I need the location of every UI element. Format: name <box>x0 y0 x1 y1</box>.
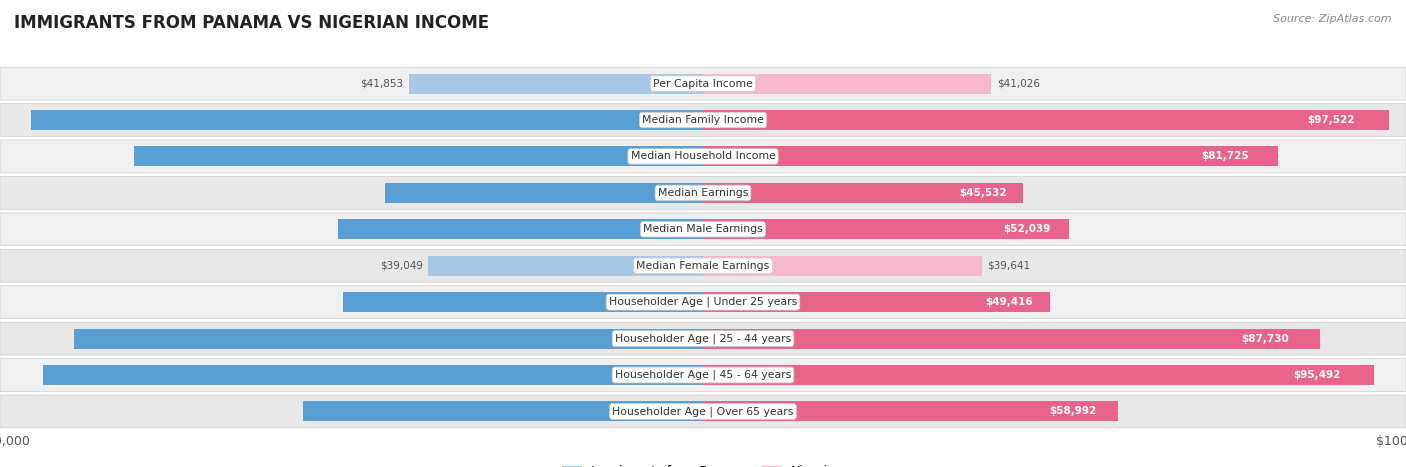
Text: $41,026: $41,026 <box>997 78 1040 89</box>
Text: $81,725: $81,725 <box>1201 151 1249 162</box>
FancyBboxPatch shape <box>0 213 1406 246</box>
Text: $95,647: $95,647 <box>669 115 717 125</box>
Bar <box>75 329 703 348</box>
Text: $45,532: $45,532 <box>959 188 1007 198</box>
Text: $56,944: $56,944 <box>683 406 731 417</box>
Text: Householder Age | 25 - 44 years: Householder Age | 25 - 44 years <box>614 333 792 344</box>
Text: Median Family Income: Median Family Income <box>643 115 763 125</box>
Text: Median Female Earnings: Median Female Earnings <box>637 261 769 271</box>
Bar <box>703 256 981 276</box>
Text: $95,492: $95,492 <box>1294 370 1341 380</box>
Bar <box>703 183 1024 203</box>
Text: Householder Age | 45 - 64 years: Householder Age | 45 - 64 years <box>614 370 792 380</box>
Bar <box>703 110 1389 130</box>
Text: $45,198: $45,198 <box>688 188 734 198</box>
FancyBboxPatch shape <box>0 140 1406 173</box>
Text: Householder Age | Over 65 years: Householder Age | Over 65 years <box>612 406 794 417</box>
Bar <box>343 292 703 312</box>
Text: Median Household Income: Median Household Income <box>630 151 776 162</box>
Bar <box>429 256 703 276</box>
FancyBboxPatch shape <box>0 67 1406 100</box>
Text: $41,853: $41,853 <box>360 78 404 89</box>
Text: $51,962: $51,962 <box>685 224 733 234</box>
Bar <box>302 402 703 421</box>
Text: $93,815: $93,815 <box>671 370 717 380</box>
Text: $39,049: $39,049 <box>380 261 423 271</box>
Bar <box>385 183 703 203</box>
Bar <box>31 110 703 130</box>
FancyBboxPatch shape <box>0 322 1406 355</box>
Text: Median Male Earnings: Median Male Earnings <box>643 224 763 234</box>
Bar <box>703 292 1050 312</box>
Bar <box>703 365 1374 385</box>
Text: Source: ZipAtlas.com: Source: ZipAtlas.com <box>1274 14 1392 24</box>
FancyBboxPatch shape <box>0 359 1406 391</box>
Text: IMMIGRANTS FROM PANAMA VS NIGERIAN INCOME: IMMIGRANTS FROM PANAMA VS NIGERIAN INCOM… <box>14 14 489 32</box>
Bar <box>135 147 703 166</box>
Text: $80,873: $80,873 <box>675 151 723 162</box>
FancyBboxPatch shape <box>0 177 1406 209</box>
FancyBboxPatch shape <box>0 249 1406 282</box>
Text: $97,522: $97,522 <box>1306 115 1354 125</box>
Bar <box>703 219 1069 239</box>
Bar <box>703 147 1278 166</box>
Bar <box>703 402 1118 421</box>
Text: $39,641: $39,641 <box>987 261 1031 271</box>
Bar <box>703 329 1320 348</box>
Text: $87,730: $87,730 <box>1241 333 1289 344</box>
FancyBboxPatch shape <box>0 104 1406 136</box>
Text: Per Capita Income: Per Capita Income <box>652 78 754 89</box>
Text: $58,992: $58,992 <box>1050 406 1097 417</box>
FancyBboxPatch shape <box>0 286 1406 318</box>
Text: Householder Age | Under 25 years: Householder Age | Under 25 years <box>609 297 797 307</box>
Bar <box>703 74 991 93</box>
Text: $52,039: $52,039 <box>1002 224 1050 234</box>
Text: $49,416: $49,416 <box>986 297 1033 307</box>
FancyBboxPatch shape <box>0 395 1406 428</box>
Bar <box>44 365 703 385</box>
Text: $51,278: $51,278 <box>685 297 733 307</box>
Legend: Immigrants from Panama, Nigerian: Immigrants from Panama, Nigerian <box>557 460 849 467</box>
Text: Median Earnings: Median Earnings <box>658 188 748 198</box>
Bar <box>337 219 703 239</box>
Text: $89,451: $89,451 <box>672 333 718 344</box>
Bar <box>409 74 703 93</box>
